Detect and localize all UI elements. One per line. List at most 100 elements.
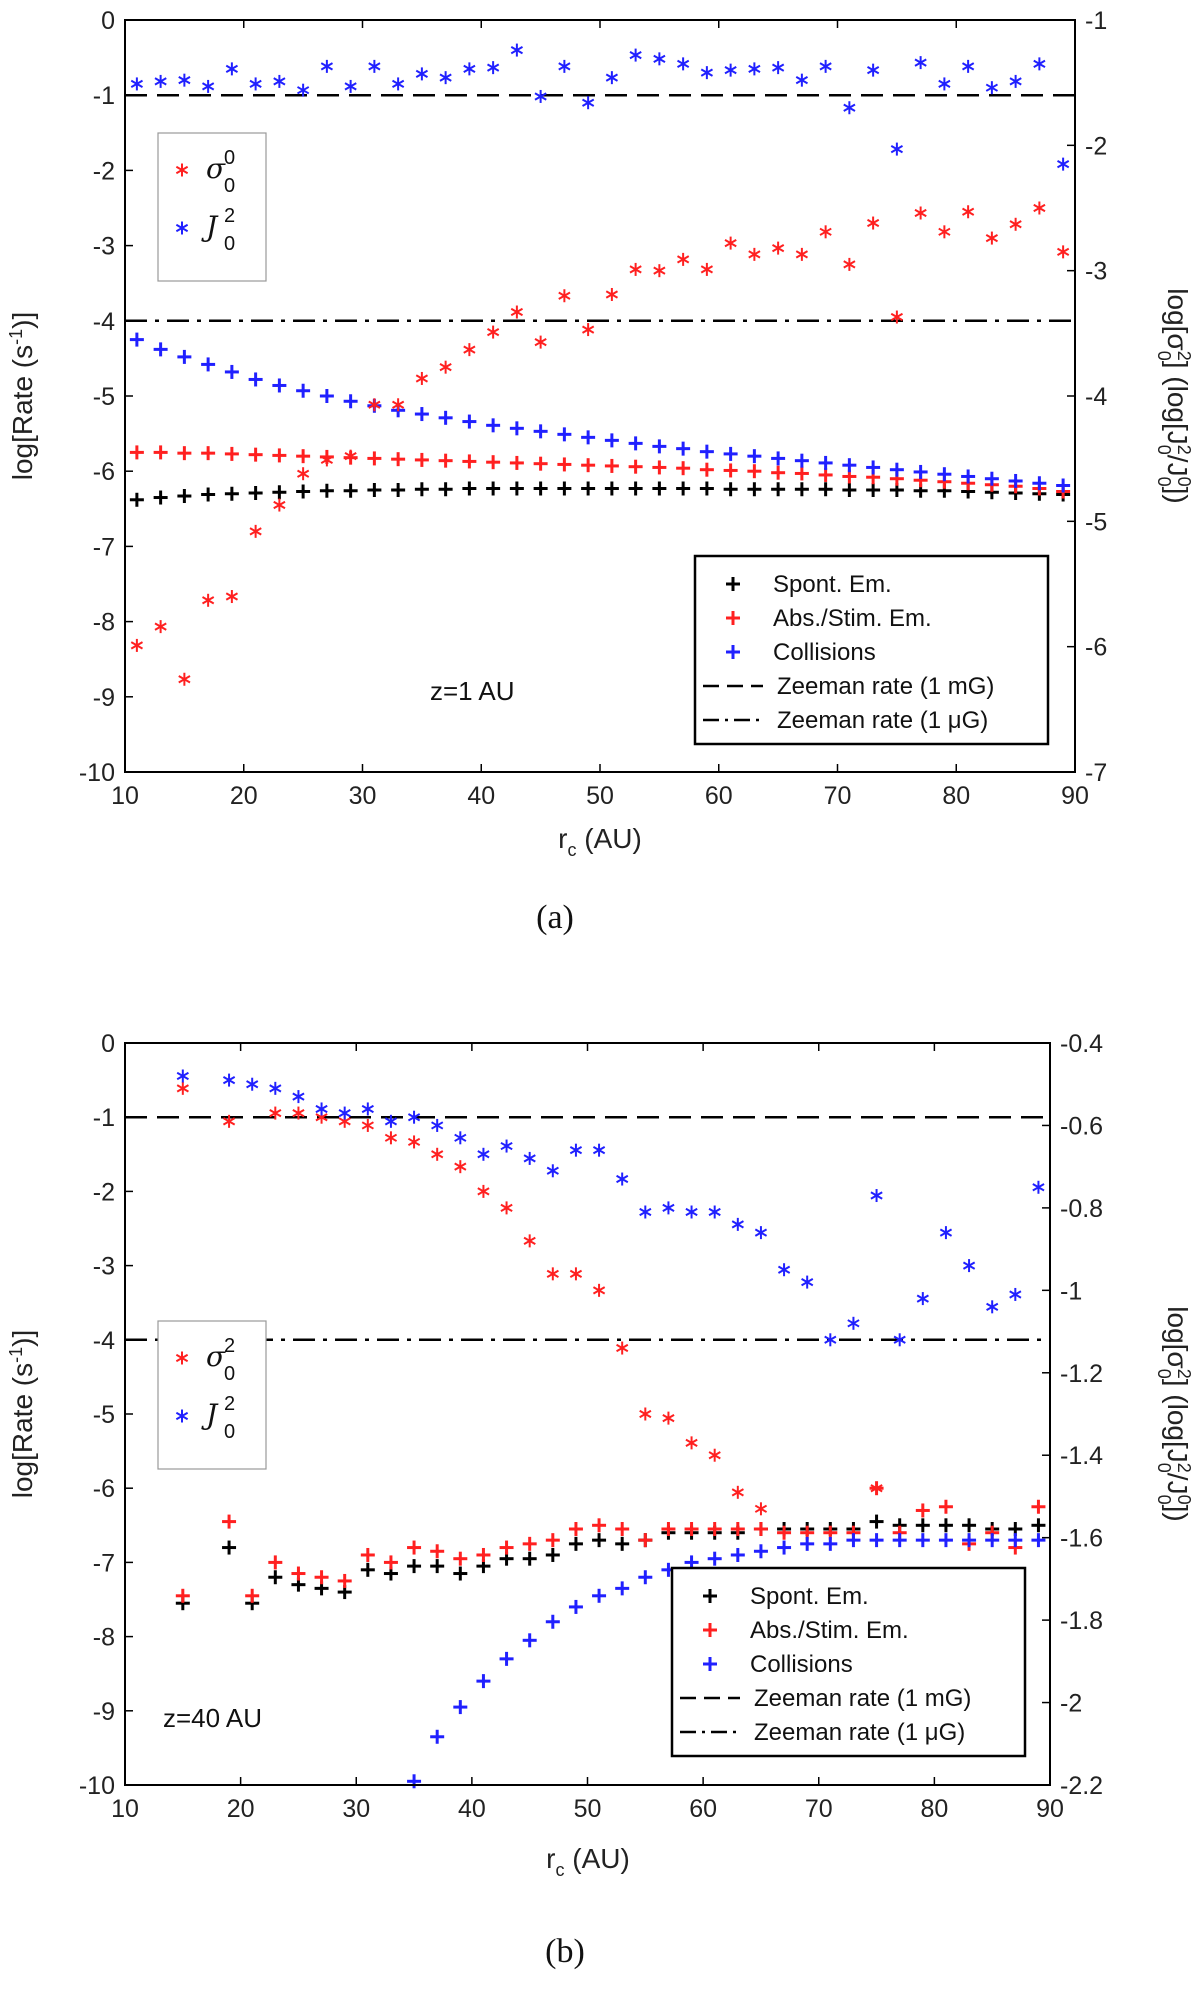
x-tick-label: 20	[230, 782, 258, 810]
point-series	[569, 1267, 583, 1281]
point-j	[546, 1164, 559, 1178]
point-abs-stim-em	[248, 447, 263, 462]
point-abs-stim-em	[438, 453, 453, 468]
y-tick-label-left: -3	[93, 233, 115, 261]
point-collisions	[985, 1533, 1000, 1548]
point-j	[225, 62, 239, 76]
point-spont-em	[177, 489, 192, 504]
point-abs-stim-em	[699, 462, 714, 477]
point-spont-em	[723, 482, 738, 497]
point-collisions	[747, 449, 762, 464]
point-abs-stim-em	[499, 1540, 514, 1555]
legend-entry-label: Spont. Em.	[750, 1583, 869, 1610]
point-j	[368, 59, 381, 73]
legend-entry-label: Collisions	[750, 1651, 853, 1678]
point-abs-stim-em	[730, 1522, 745, 1537]
point-j	[320, 59, 334, 73]
point-series	[700, 262, 714, 276]
point-j	[338, 1106, 351, 1120]
point-spont-em	[201, 487, 216, 502]
legend-entry-label: Abs./Stim. Em.	[773, 605, 932, 632]
point-spont-em	[747, 482, 762, 497]
point-abs-stim-em	[628, 459, 643, 474]
point-spont-em	[699, 481, 714, 496]
point-series	[629, 262, 642, 276]
point-series	[534, 335, 547, 349]
point-spont-em	[367, 483, 382, 497]
point-spont-em	[509, 481, 524, 496]
point-j	[843, 101, 856, 115]
point-abs-stim-em	[684, 1522, 699, 1537]
point-series	[431, 1147, 444, 1161]
y-tick-label-left: -6	[93, 458, 115, 486]
point-spont-em	[604, 481, 619, 496]
legend-entry-label: Zeeman rate (1 mG)	[754, 1685, 971, 1712]
panel-b-zeeman-lines	[125, 1115, 1050, 1342]
point-j	[731, 1217, 744, 1231]
point-j	[1032, 1180, 1045, 1194]
y-tick-label-left: -9	[93, 1698, 115, 1726]
panel-a-annotation: z=1 AU	[430, 676, 515, 706]
point-series	[269, 1106, 282, 1120]
legend-symbol-sup: 2	[224, 205, 235, 227]
point-collisions	[201, 357, 216, 372]
point-abs-stim-em	[581, 458, 596, 473]
x-tick-label: 90	[1061, 782, 1089, 810]
point-abs-stim-em	[938, 1499, 953, 1514]
point-abs-stim-em	[337, 1573, 352, 1588]
y-tick-label-right: -2	[1085, 132, 1107, 160]
x-tick-label: 50	[586, 782, 614, 810]
point-j	[754, 1226, 768, 1240]
point-series	[486, 325, 500, 339]
point-j	[653, 52, 666, 66]
point-series	[292, 1106, 305, 1120]
point-abs-stim-em	[462, 454, 477, 469]
legend-symbol-marker	[175, 163, 189, 177]
point-collisions	[777, 1540, 792, 1555]
point-abs-stim-em	[777, 1525, 792, 1540]
point-series	[344, 449, 357, 463]
point-spont-em	[545, 1547, 560, 1562]
point-spont-em	[962, 1518, 977, 1533]
y-tick-label-right: -1.4	[1060, 1442, 1103, 1470]
point-series	[296, 467, 310, 481]
point-abs-stim-em	[268, 1555, 283, 1570]
point-collisions	[1008, 473, 1023, 488]
point-j	[939, 1226, 953, 1240]
point-collisions	[800, 1536, 815, 1551]
point-spont-em	[391, 483, 406, 497]
point-collisions	[319, 389, 334, 403]
point-series	[558, 289, 571, 303]
point-j	[819, 59, 832, 73]
point-collisions	[272, 378, 287, 393]
point-collisions	[453, 1700, 468, 1715]
point-abs-stim-em	[794, 466, 809, 481]
point-j	[777, 1263, 791, 1277]
y-tick-label-left: -6	[93, 1475, 115, 1503]
y-tick-label-left: -1	[93, 1104, 115, 1132]
legend-symbol-marker	[175, 221, 189, 235]
legend-entry-label: Spont. Em.	[773, 571, 892, 598]
point-abs-stim-em	[367, 451, 382, 466]
panel-a-zeeman-lines	[125, 93, 1075, 323]
point-j	[1033, 57, 1046, 71]
point-spont-em	[319, 483, 334, 498]
point-collisions	[869, 1533, 884, 1548]
point-collisions	[557, 427, 572, 442]
point-series	[676, 252, 690, 266]
point-collisions	[962, 1533, 977, 1548]
point-j	[391, 77, 405, 91]
panel-b-annotation: z=40 AU	[163, 1703, 262, 1733]
point-collisions	[1032, 476, 1047, 491]
point-abs-stim-em	[222, 1514, 237, 1529]
panel-a-tick-labels: 10 20 30 40 50 60 70 80 900-1-2-3-4-5-6-7-8-9-10…	[79, 7, 1107, 810]
point-j	[771, 61, 785, 75]
y-tick-label-left: -3	[93, 1253, 115, 1281]
point-series	[639, 1407, 652, 1421]
point-abs-stim-em	[296, 449, 311, 464]
point-collisions	[581, 430, 596, 445]
point-series	[938, 225, 951, 239]
point-abs-stim-em	[414, 452, 429, 467]
point-series	[1009, 217, 1022, 231]
point-series	[1033, 201, 1046, 215]
